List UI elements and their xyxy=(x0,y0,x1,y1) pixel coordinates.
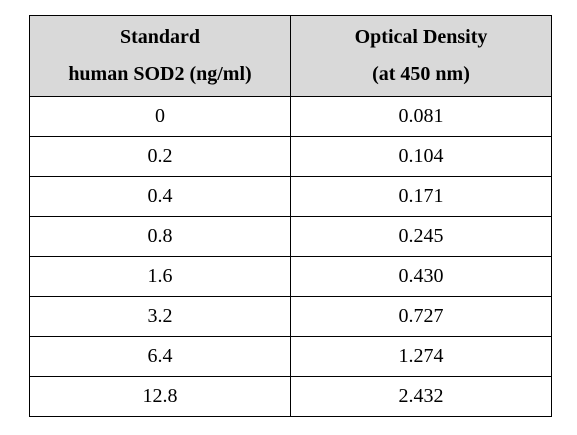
table-row: 0.2 0.104 xyxy=(29,136,552,177)
concentration-cell: 6.4 xyxy=(29,336,291,377)
header-row: Standard human SOD2 (ng/ml) Optical Dens… xyxy=(29,15,552,97)
optical-density-cell: 0.171 xyxy=(290,176,552,217)
optical-density-cell: 0.727 xyxy=(290,296,552,337)
optical-density-cell: 2.432 xyxy=(290,376,552,417)
table-row: 12.8 2.432 xyxy=(29,376,552,417)
optical-density-cell: 1.274 xyxy=(290,336,552,377)
header-optical-density: Optical Density (at 450 nm) xyxy=(290,15,552,97)
table-row: 3.2 0.727 xyxy=(29,296,552,337)
table-header: Standard human SOD2 (ng/ml) Optical Dens… xyxy=(29,15,552,97)
optical-density-cell: 0.245 xyxy=(290,216,552,257)
table-row: 1.6 0.430 xyxy=(29,256,552,297)
table-row: 0.8 0.245 xyxy=(29,216,552,257)
table-row: 6.4 1.274 xyxy=(29,336,552,377)
table-body: 0 0.081 0.2 0.104 0.4 0.171 0.8 0.245 1.… xyxy=(29,96,552,417)
table-row: 0 0.081 xyxy=(29,96,552,137)
header-optical-density-line1: Optical Density xyxy=(354,26,488,48)
optical-density-cell: 0.430 xyxy=(290,256,552,297)
optical-density-cell: 0.104 xyxy=(290,136,552,177)
concentration-cell: 3.2 xyxy=(29,296,291,337)
optical-density-cell: 0.081 xyxy=(290,96,552,137)
concentration-cell: 0.4 xyxy=(29,176,291,217)
header-concentration: Standard human SOD2 (ng/ml) xyxy=(29,15,291,97)
concentration-cell: 0.2 xyxy=(29,136,291,177)
standard-curve-table: Standard human SOD2 (ng/ml) Optical Dens… xyxy=(29,15,552,417)
header-optical-density-line2: (at 450 nm) xyxy=(372,63,470,85)
header-concentration-line2: human SOD2 (ng/ml) xyxy=(68,63,252,85)
table-row: 0.4 0.171 xyxy=(29,176,552,217)
header-concentration-line1: Standard xyxy=(119,26,201,48)
concentration-cell: 0 xyxy=(29,96,291,137)
concentration-cell: 0.8 xyxy=(29,216,291,257)
concentration-cell: 12.8 xyxy=(29,376,291,417)
concentration-cell: 1.6 xyxy=(29,256,291,297)
